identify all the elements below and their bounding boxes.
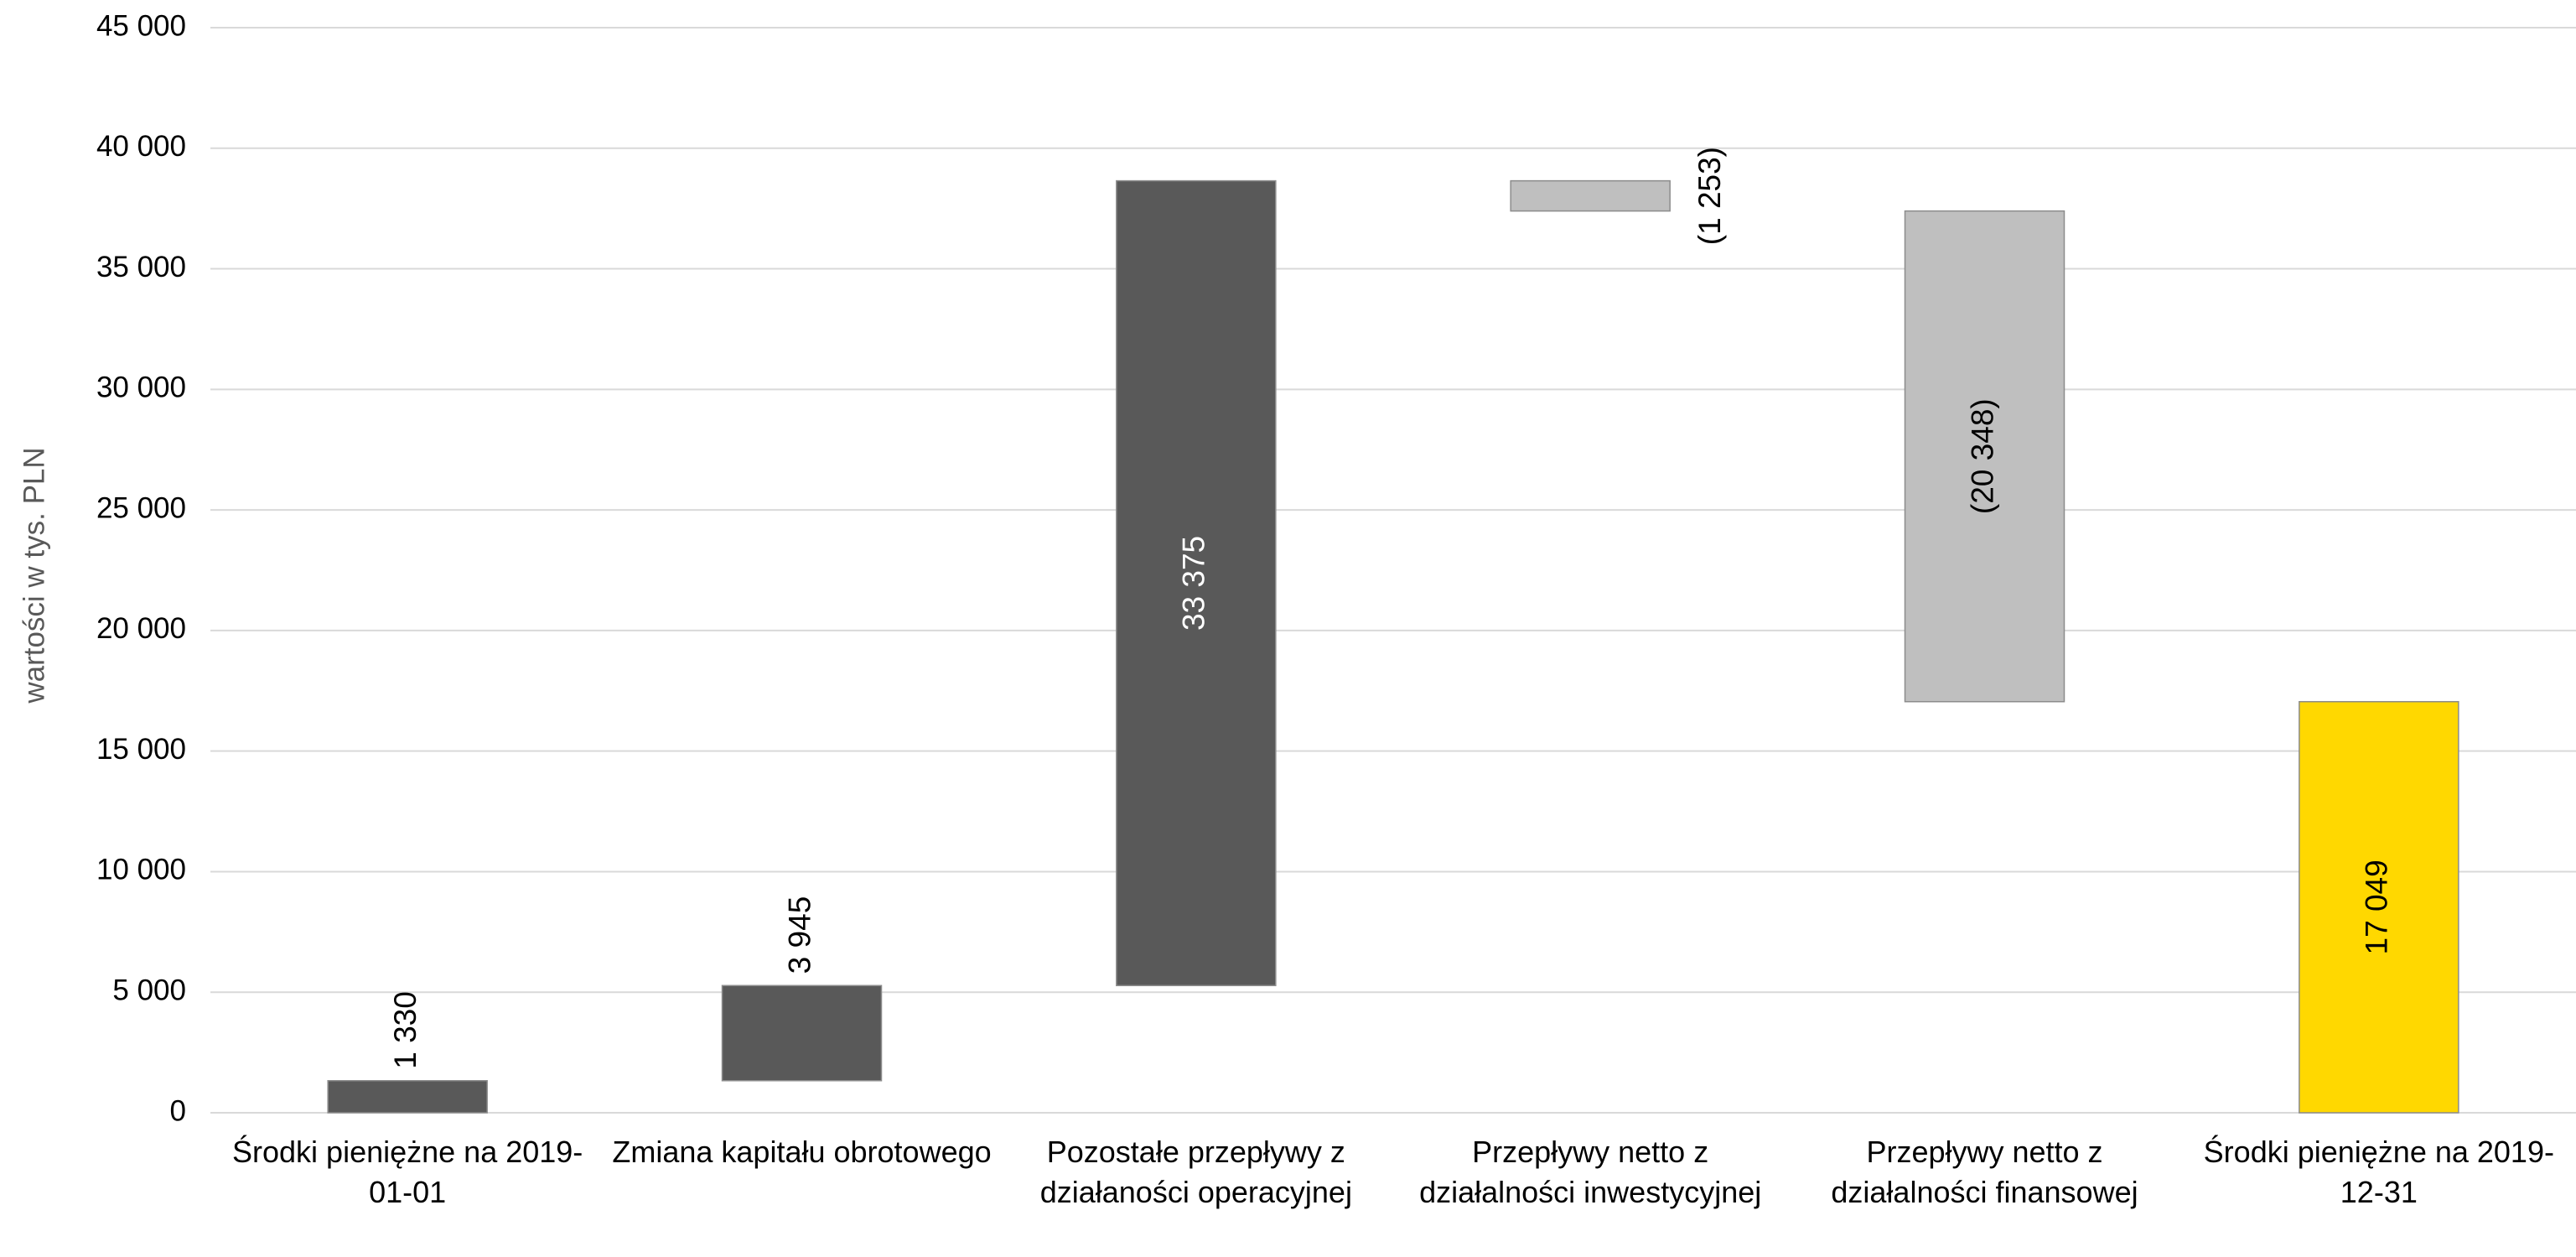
x-tick-label: Przepływy netto z działalności inwestycy… [1419, 1135, 1762, 1209]
value-label: (1 253) [1692, 147, 1727, 245]
x-tick-label: Środki pieniężne na 2019-12-31 [2203, 1135, 2554, 1209]
value-label: 33 375 [1177, 536, 1211, 631]
y-tick-label: 35 000 [96, 251, 186, 283]
bar [1904, 210, 2065, 703]
value-label: 17 049 [2360, 860, 2394, 954]
x-tick-label: Zmiana kapitału obrotowego [612, 1135, 992, 1169]
x-tick-label: Środki pieniężne na 2019-01-01 [232, 1135, 583, 1209]
y-tick-label: 30 000 [96, 371, 186, 404]
value-label: 3 945 [782, 896, 816, 974]
y-tick-label: 40 000 [96, 130, 186, 163]
bar [721, 984, 883, 1082]
y-axis-title: wartości w tys. PLN [18, 447, 50, 704]
y-tick-label: 15 000 [96, 733, 186, 766]
y-tick-label: 5 000 [112, 974, 186, 1006]
y-tick-label: 10 000 [96, 854, 186, 886]
value-label: (20 348) [1965, 398, 1999, 514]
value-label: 1 330 [388, 991, 422, 1069]
bar [1510, 179, 1671, 212]
y-tick-label: 20 000 [96, 612, 186, 645]
y-tick-label: 25 000 [96, 491, 186, 524]
x-tick-label: Przepływy netto z działalności finansowe… [1831, 1135, 2138, 1209]
y-tick-label: 0 [170, 1094, 186, 1127]
bar [2299, 700, 2459, 1114]
x-tick-label: Pozostałe przepływy z działaności operac… [1039, 1135, 1352, 1209]
bar [1116, 179, 1277, 987]
bar [327, 1080, 488, 1114]
y-tick-label: 45 000 [96, 9, 186, 42]
